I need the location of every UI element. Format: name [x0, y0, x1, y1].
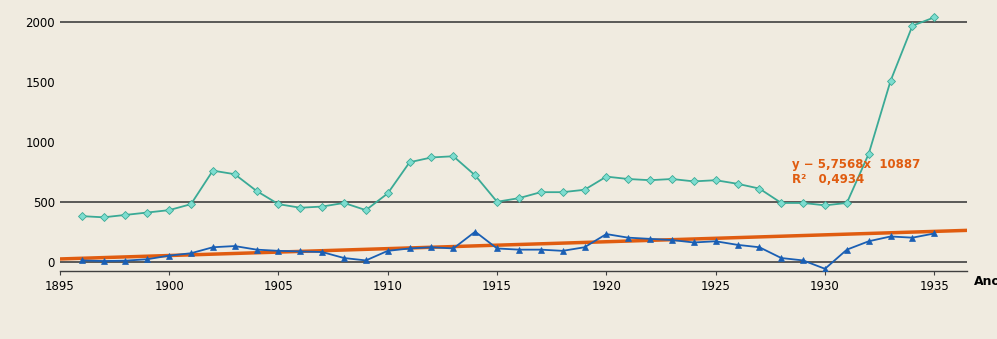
Text: y − 5,7568x  10887
R²   0,4934: y − 5,7568x 10887 R² 0,4934	[793, 158, 920, 186]
Text: Ano: Ano	[974, 275, 997, 288]
